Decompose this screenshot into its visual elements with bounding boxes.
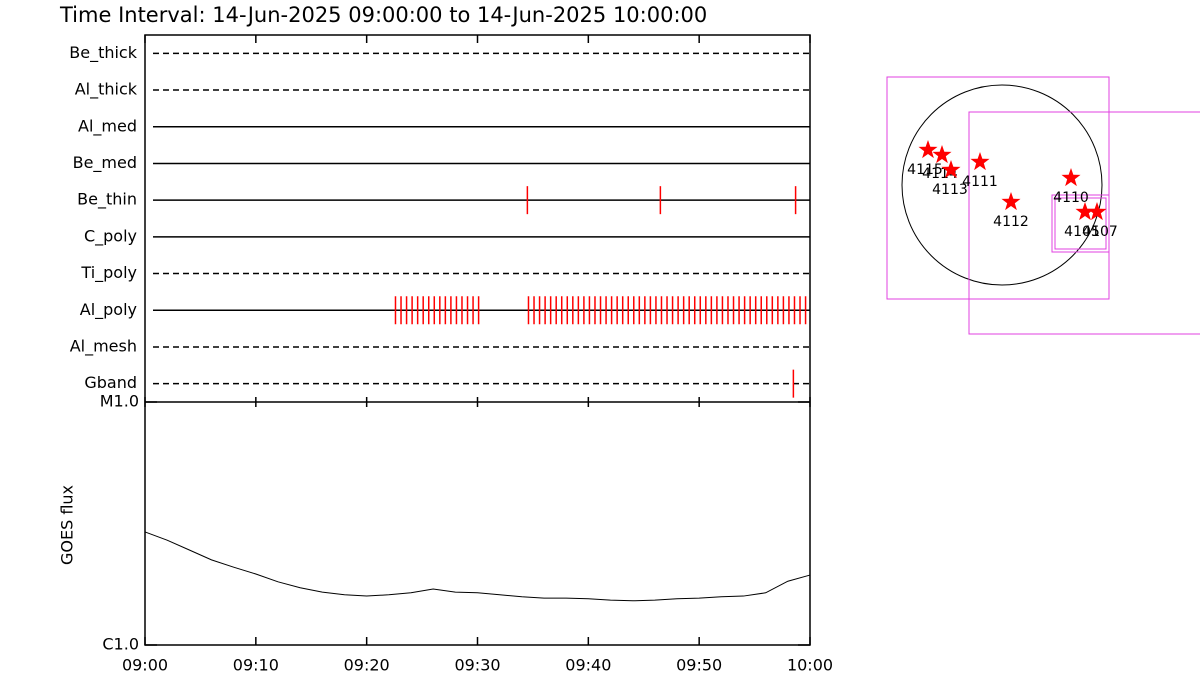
x-tick-label: 09:40 — [565, 656, 611, 675]
goes-curve — [144, 531, 811, 602]
filter-label: C_poly — [84, 226, 137, 246]
filter-label: Ti_poly — [80, 263, 137, 283]
region-star — [1087, 202, 1107, 221]
x-tick-label: 09:50 — [676, 656, 722, 675]
region-star — [932, 145, 952, 164]
region-star — [941, 160, 961, 179]
filter-label: Be_thick — [69, 43, 137, 63]
region-label: 4110 — [1053, 190, 1089, 206]
fov-box — [1054, 197, 1107, 250]
filter-label: Gband — [84, 373, 137, 392]
y-tick-label: C1.0 — [102, 635, 139, 654]
region-star — [970, 152, 990, 171]
region-star — [1061, 168, 1081, 187]
region-label: 4105 — [1064, 224, 1100, 240]
region-star — [1075, 202, 1095, 221]
y-axis-title: GOES flux — [58, 485, 77, 565]
region-star — [1001, 192, 1021, 211]
sun-map — [886, 76, 1200, 335]
region-star — [918, 140, 938, 159]
fov-box — [886, 76, 1110, 300]
x-tick-label: 09:00 — [122, 656, 168, 675]
x-tick-label: 09:10 — [233, 656, 279, 675]
filter-label: Al_med — [78, 116, 137, 136]
filter-label: Al_mesh — [70, 336, 137, 356]
solar-disk — [901, 84, 1103, 286]
filter-label: Al_thick — [75, 80, 138, 100]
chart-title: Time Interval: 14-Jun-2025 09:00:00 to 1… — [59, 3, 707, 27]
region-label: 4113 — [932, 182, 968, 198]
fov-box — [968, 111, 1200, 335]
filter-label: Be_med — [73, 153, 137, 173]
region-label: 4107 — [1082, 224, 1118, 240]
x-tick-label: 09:20 — [344, 656, 390, 675]
filter-label: Be_thin — [77, 190, 137, 210]
filter-label: Al_poly — [80, 300, 137, 320]
region-label: 4111 — [962, 174, 998, 190]
region-label: 4112 — [993, 214, 1029, 230]
y-tick-label: M1.0 — [100, 392, 139, 411]
region-label: 4115 — [907, 162, 943, 178]
x-tick-label: 09:30 — [454, 656, 500, 675]
fov-box — [1051, 194, 1110, 253]
x-tick-label: 10:00 — [787, 656, 833, 675]
